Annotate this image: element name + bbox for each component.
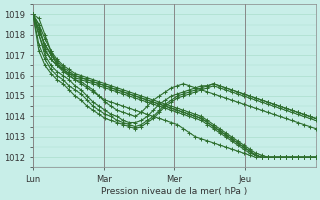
X-axis label: Pression niveau de la mer( hPa ): Pression niveau de la mer( hPa ) bbox=[101, 187, 247, 196]
